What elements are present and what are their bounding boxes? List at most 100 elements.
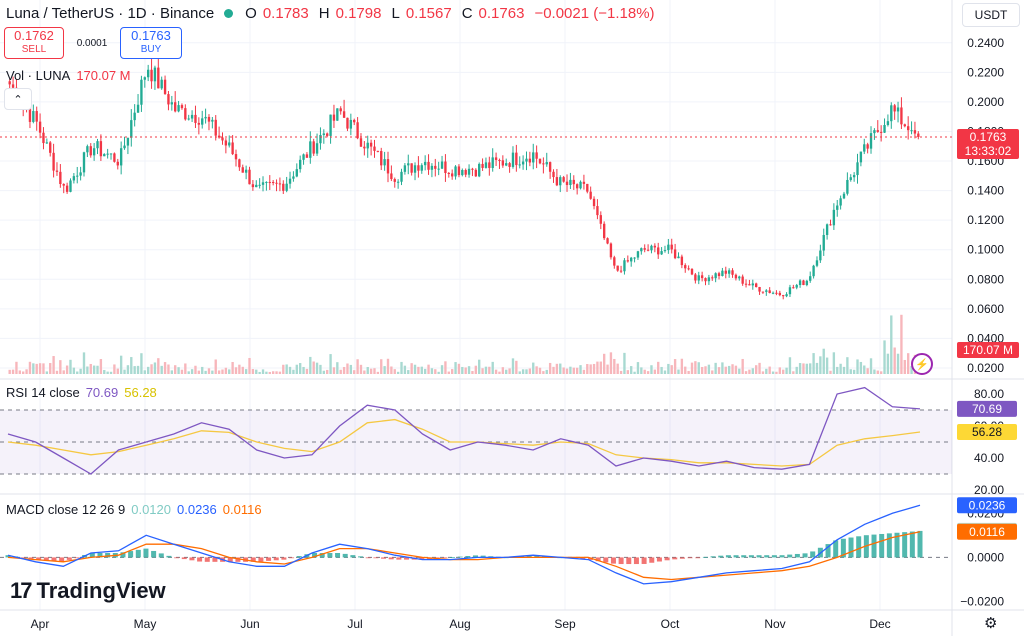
macd-hist-bar — [358, 556, 364, 558]
volume-bar — [363, 370, 366, 374]
candle — [346, 117, 349, 129]
logo-text: TradingView — [36, 578, 166, 603]
gear-icon[interactable]: ⚙ — [984, 615, 998, 632]
volume-bar — [126, 365, 130, 374]
candle — [440, 161, 444, 169]
candle — [99, 141, 103, 157]
lightning-icon[interactable]: ⚡ — [911, 353, 933, 375]
candle — [879, 131, 883, 133]
volume-bar — [684, 366, 687, 374]
volume-badge-label: 170.07 M — [963, 343, 1013, 357]
volume-bar — [282, 364, 285, 374]
candle — [180, 105, 184, 109]
volume-bar — [697, 362, 700, 374]
currency-selector[interactable]: USDT — [962, 3, 1020, 27]
candle — [812, 265, 815, 277]
macd-hist-bar — [151, 550, 157, 558]
collapse-legend-button[interactable]: ⌃ — [4, 88, 32, 110]
volume-bar — [130, 357, 133, 374]
macd-legend: MACD close 12 26 9 0.0120 0.0236 0.0116 — [6, 502, 262, 517]
candle — [694, 274, 697, 281]
macd-hist-bar — [909, 531, 915, 558]
candle — [836, 205, 839, 210]
volume-bar — [511, 358, 515, 374]
close-value: 0.1763 — [478, 4, 525, 22]
candle — [342, 111, 346, 118]
volume-bar — [160, 365, 163, 374]
candle — [62, 184, 65, 186]
macd-hist-bar — [902, 532, 908, 558]
volume-bar — [744, 371, 748, 374]
tradingview-mark-icon: 17 — [10, 578, 33, 603]
volume-bar — [515, 360, 518, 374]
candle — [369, 142, 373, 147]
volume-bar — [271, 371, 275, 374]
candle — [829, 224, 832, 226]
macd-hist-bar — [886, 533, 892, 558]
candle — [238, 159, 241, 168]
candle — [802, 280, 805, 286]
volume-bar — [471, 371, 474, 374]
macd-hist-bar — [66, 557, 72, 560]
buy-button[interactable]: 0.1763 BUY — [120, 27, 182, 59]
candle — [427, 161, 430, 170]
candle — [241, 167, 244, 173]
macd-hist-bar — [810, 551, 816, 558]
volume-bar — [393, 369, 396, 374]
volume-bar — [650, 365, 653, 374]
countdown-label: 13:33:02 — [965, 144, 1012, 158]
volume-bar — [231, 362, 234, 374]
volume-bar — [214, 359, 217, 374]
macd-hist-bar — [5, 555, 11, 558]
candle — [143, 77, 146, 80]
macd-hist-bar — [833, 540, 839, 558]
price-change: −0.0021 (−1.18%) — [534, 4, 655, 22]
candle — [727, 270, 731, 274]
macd-hist-bar — [794, 553, 800, 558]
candle — [265, 181, 268, 183]
macd-signal-value: 0.0116 — [222, 502, 262, 517]
candle — [876, 130, 879, 132]
volume-bar — [217, 370, 221, 374]
macd-hist-bar — [250, 557, 256, 562]
candle — [403, 165, 407, 172]
tradingview-logo[interactable]: 17 TradingView — [10, 578, 166, 604]
volume-bar — [248, 357, 251, 374]
volume-bar — [244, 369, 248, 374]
volume-bar — [255, 369, 258, 374]
candle — [224, 140, 228, 146]
candle — [565, 181, 569, 186]
candle — [278, 183, 282, 185]
volume-bar — [116, 368, 119, 374]
symbol-title[interactable]: Luna / TetherUS · 1D · Binance — [6, 4, 215, 22]
candle — [700, 275, 704, 279]
rsi-ma-value: 56.28 — [124, 385, 157, 400]
volume-bars — [8, 314, 920, 374]
macd-hist-bar — [235, 557, 241, 562]
volume-bar — [771, 371, 775, 374]
volume-bar — [153, 362, 157, 374]
candle — [660, 251, 663, 255]
macd-hist-bar — [741, 555, 747, 558]
candle — [839, 198, 842, 206]
volume-bar — [32, 363, 35, 374]
candle — [754, 283, 758, 287]
volume-bar — [8, 369, 11, 374]
sell-button[interactable]: 0.1762 SELL — [4, 27, 64, 59]
candle — [900, 107, 903, 125]
volume-bar — [69, 359, 72, 374]
volume-bar — [18, 370, 22, 374]
macd-hist-bar — [894, 532, 900, 558]
volume-bar — [795, 366, 798, 374]
volume-bar — [748, 369, 751, 374]
candle — [673, 249, 677, 259]
volume-bar — [484, 366, 488, 374]
macd-hist-bar — [879, 533, 885, 558]
candle — [8, 81, 11, 85]
candle — [96, 141, 99, 149]
candle — [69, 180, 72, 192]
candle — [244, 169, 248, 173]
